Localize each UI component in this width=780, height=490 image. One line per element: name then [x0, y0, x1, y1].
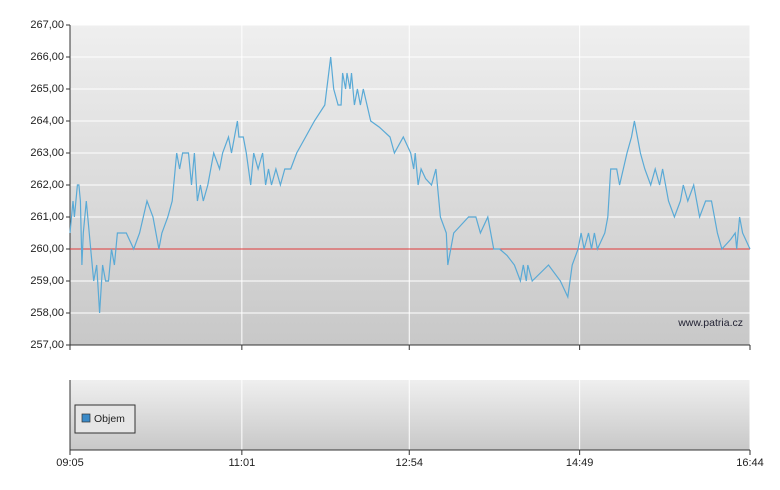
y-tick-label: 262,00 [30, 179, 64, 191]
y-tick-label: 259,00 [30, 275, 64, 287]
y-tick-label: 265,00 [30, 83, 64, 95]
y-tick-label: 264,00 [30, 115, 64, 127]
y-tick-label: 258,00 [30, 307, 64, 319]
y-tick-label: 263,00 [30, 147, 64, 159]
x-tick-label: 12:54 [395, 457, 423, 469]
legend-swatch [81, 413, 91, 423]
y-tick-label: 261,00 [30, 211, 64, 223]
y-tick-label: 266,00 [30, 51, 64, 63]
watermark: www.patria.cz [677, 317, 743, 329]
y-tick-label: 260,00 [30, 243, 64, 255]
price-line [69, 56, 751, 314]
volume-panel [70, 380, 750, 450]
x-tick-label: 11:01 [228, 457, 255, 469]
x-tick-label: 14:49 [566, 457, 594, 469]
x-tick-label: 16:44 [736, 457, 764, 469]
y-tick-label: 267,00 [30, 19, 64, 31]
legend-label: Objem [94, 413, 125, 425]
x-tick-label: 09:05 [56, 457, 84, 469]
y-tick-label: 257,00 [30, 339, 64, 351]
